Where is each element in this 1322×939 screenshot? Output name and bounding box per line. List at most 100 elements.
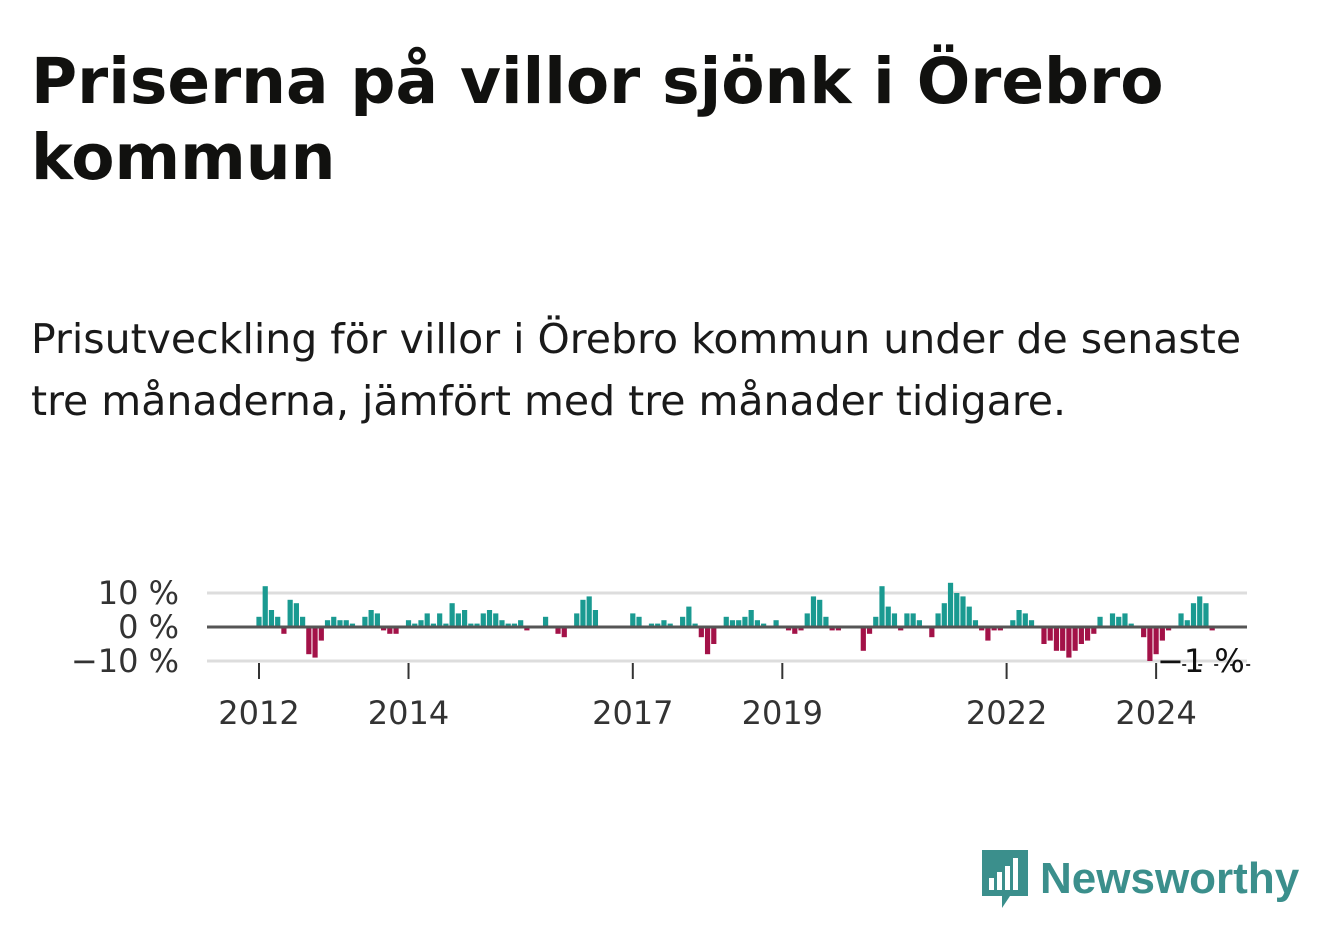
last-value-annotation: −1 % [1157,642,1251,680]
bar-negative [1072,627,1078,651]
bar-negative [991,627,997,631]
bar-negative [555,627,561,634]
bar-positive [960,596,966,627]
bar-negative [1209,627,1215,631]
bar-positive [343,620,349,627]
bar-positive [1128,623,1134,627]
bar-negative [711,627,717,644]
bar-positive [505,623,511,627]
bar-positive [443,623,449,627]
bar-negative [281,627,287,634]
bar-negative [792,627,798,634]
bar-negative [979,627,985,631]
bar-positive [1178,613,1184,627]
bar-positive [418,620,424,627]
bar-positive [729,620,736,627]
bar-positive [424,613,430,627]
bar-positive [362,616,368,627]
grid-layer [207,591,1247,663]
bar-positive [1016,610,1022,627]
bar-negative [318,627,324,641]
bar-positive [636,616,642,627]
bar-positive [1097,616,1103,627]
bar-positive [773,620,779,627]
bar-positive [468,623,474,627]
bar-positive [1116,616,1122,627]
x-tick-label: 2019 [742,694,823,732]
bar-positive [1028,620,1035,627]
bar-positive [405,620,412,627]
bar-positive [686,606,692,627]
bar-positive [574,613,580,627]
bar-positive [480,613,486,627]
bars-layer [256,582,1215,661]
bar-negative [524,627,530,631]
bar-positive [499,620,505,627]
bar-positive [972,620,979,627]
bar-positive [268,610,275,627]
bar-positive [275,616,281,627]
bar-positive [761,623,767,627]
y-tick-label: 0 % [118,608,179,646]
bar-positive [262,586,268,627]
y-axis: 10 %0 %−10 % [71,574,179,680]
bar-positive [337,620,343,627]
bar-negative [1147,627,1153,661]
bar-positive [449,603,455,627]
bar-negative [1066,627,1072,658]
bar-chart-speech-bubble-icon [982,850,1028,908]
bar-positive [648,623,655,627]
bar-negative [1153,627,1159,655]
bar-positive [287,599,293,627]
bar-positive [1190,603,1197,627]
bar-positive [474,623,480,627]
bar-negative [1041,627,1047,644]
bar-negative [1091,627,1097,634]
bar-negative [860,627,866,651]
bar-positive [455,613,461,627]
bar-positive [655,623,661,627]
bar-positive [1022,613,1028,627]
bar-positive [256,616,262,627]
chart-title: Priserna på villor sjönk i Örebro kommun [31,45,1164,194]
bar-negative [1078,627,1084,644]
bar-positive [817,599,823,627]
bar-positive [1203,603,1209,627]
bar-positive [349,623,356,627]
x-tick-label: 2014 [368,694,449,732]
bar-positive [1010,620,1016,627]
bar-positive [511,623,518,627]
bar-positive [935,613,941,627]
bar-positive [804,613,810,627]
bar-positive [954,593,960,627]
bar-negative [1053,627,1060,651]
brand-name: Newsworthy [1040,854,1300,903]
bar-positive [1184,620,1190,627]
x-tick-label: 2024 [1115,694,1196,732]
bar-negative [698,627,704,638]
bar-positive [518,620,524,627]
bar-positive [630,613,636,627]
bar-positive [331,616,337,627]
bar-positive [493,613,499,627]
bar-negative [312,627,318,658]
bar-negative [985,627,991,641]
bar-negative [798,627,804,631]
bar-positive [754,620,760,627]
newsworthy-logo: Newsworthy [980,848,1299,910]
bar-positive [461,610,468,627]
bar-positive [430,623,437,627]
bar-positive [368,610,374,627]
bar-positive [879,586,885,627]
x-tick-label: 2012 [218,694,299,732]
bar-negative [785,627,792,631]
bar-negative [1047,627,1053,641]
bar-negative [866,627,873,634]
bar-negative [1159,627,1165,641]
y-tick-label: −10 % [71,642,179,680]
x-tick-label: 2022 [966,694,1047,732]
x-tick-label: 2017 [592,694,673,732]
last-value-label: −1 % [1157,642,1245,680]
bar-negative [1060,627,1066,651]
bar-positive [1109,613,1116,627]
